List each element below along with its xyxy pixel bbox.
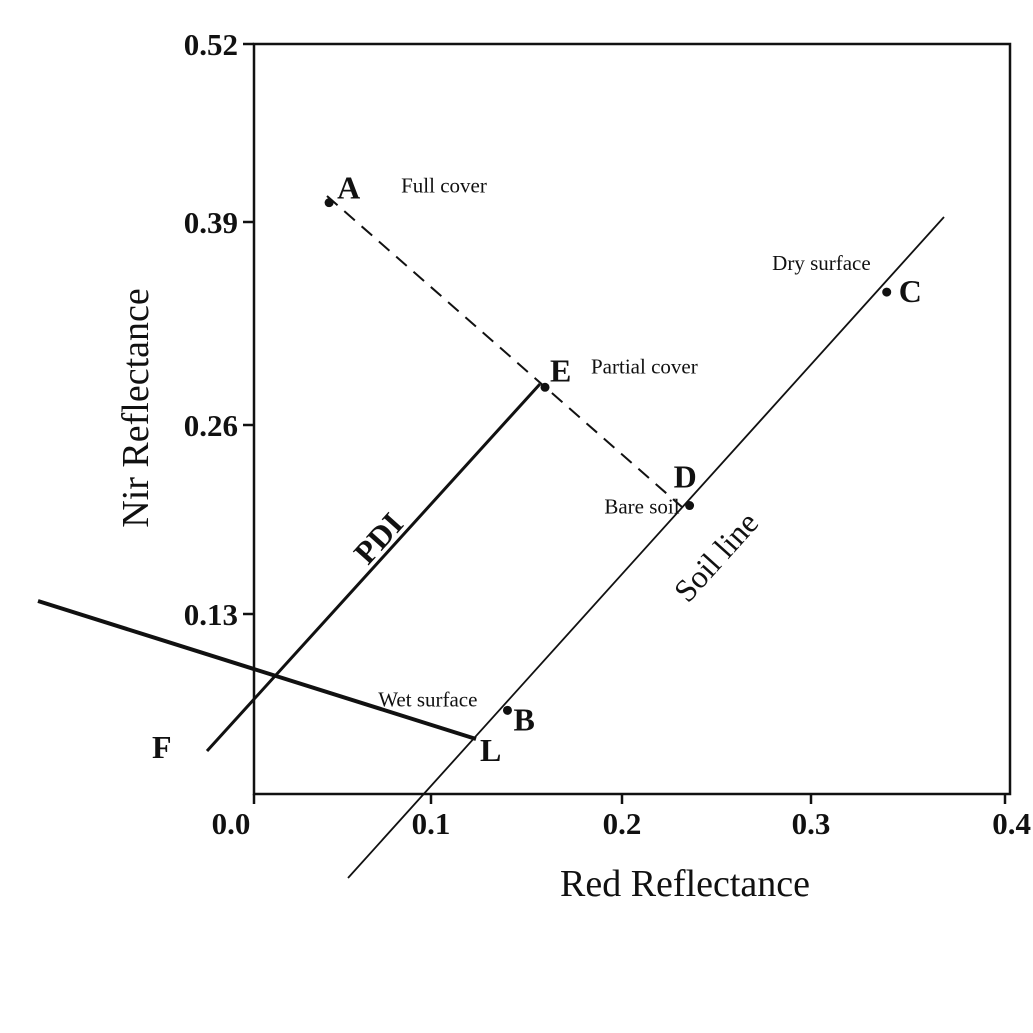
soil-line	[347, 216, 945, 879]
point-c-annotation: Dry surface	[772, 251, 871, 275]
point-b-label: B	[513, 701, 534, 737]
dashed-line-a-d	[326, 195, 683, 508]
point-e-label: E	[550, 352, 571, 388]
y-tick-label: 0.52	[184, 27, 238, 62]
point-e-annotation: Partial cover	[591, 354, 698, 378]
x-axis-title: Red Reflectance	[560, 863, 810, 905]
point-l-label: L	[480, 732, 501, 768]
point-d-marker	[685, 501, 695, 511]
y-tick-labels: 0.52 0.39 0.26 0.13	[184, 27, 238, 632]
x-tick-label: 0.2	[603, 806, 642, 841]
point-d-annotation: Bare soil	[604, 495, 679, 519]
point-b-annotation: Wet surface	[378, 687, 477, 711]
point-a-marker	[324, 198, 334, 208]
pdi-label: PDI	[346, 506, 410, 571]
point-c-marker	[882, 287, 892, 297]
point-a-annotation: Full cover	[401, 174, 487, 198]
x-tick-label: 0.0	[212, 806, 251, 841]
point-d-label: D	[674, 459, 697, 495]
y-tick-label: 0.39	[184, 205, 238, 240]
x-tick-labels: 0.0 0.1 0.2 0.3 0.4	[212, 806, 1031, 841]
x-axis-ticks	[252, 794, 1007, 804]
point-a-label: A	[337, 170, 360, 206]
y-axis-ticks	[243, 42, 254, 616]
point-e-marker	[540, 382, 550, 392]
y-axis-title: Nir Reflectance	[115, 288, 157, 527]
point-f-label: F	[152, 729, 172, 765]
x-tick-label: 0.1	[412, 806, 451, 841]
x-tick-label: 0.4	[992, 806, 1031, 841]
plot-frame	[252, 42, 1012, 796]
soil-line-label: Soil line	[666, 505, 765, 609]
point-b-marker	[502, 705, 512, 715]
x-tick-label: 0.3	[792, 806, 831, 841]
line-fl	[37, 599, 477, 741]
point-c-label: C	[899, 273, 922, 309]
y-tick-label: 0.13	[184, 597, 238, 632]
y-tick-label: 0.26	[184, 408, 238, 443]
pdi-line	[205, 382, 542, 753]
